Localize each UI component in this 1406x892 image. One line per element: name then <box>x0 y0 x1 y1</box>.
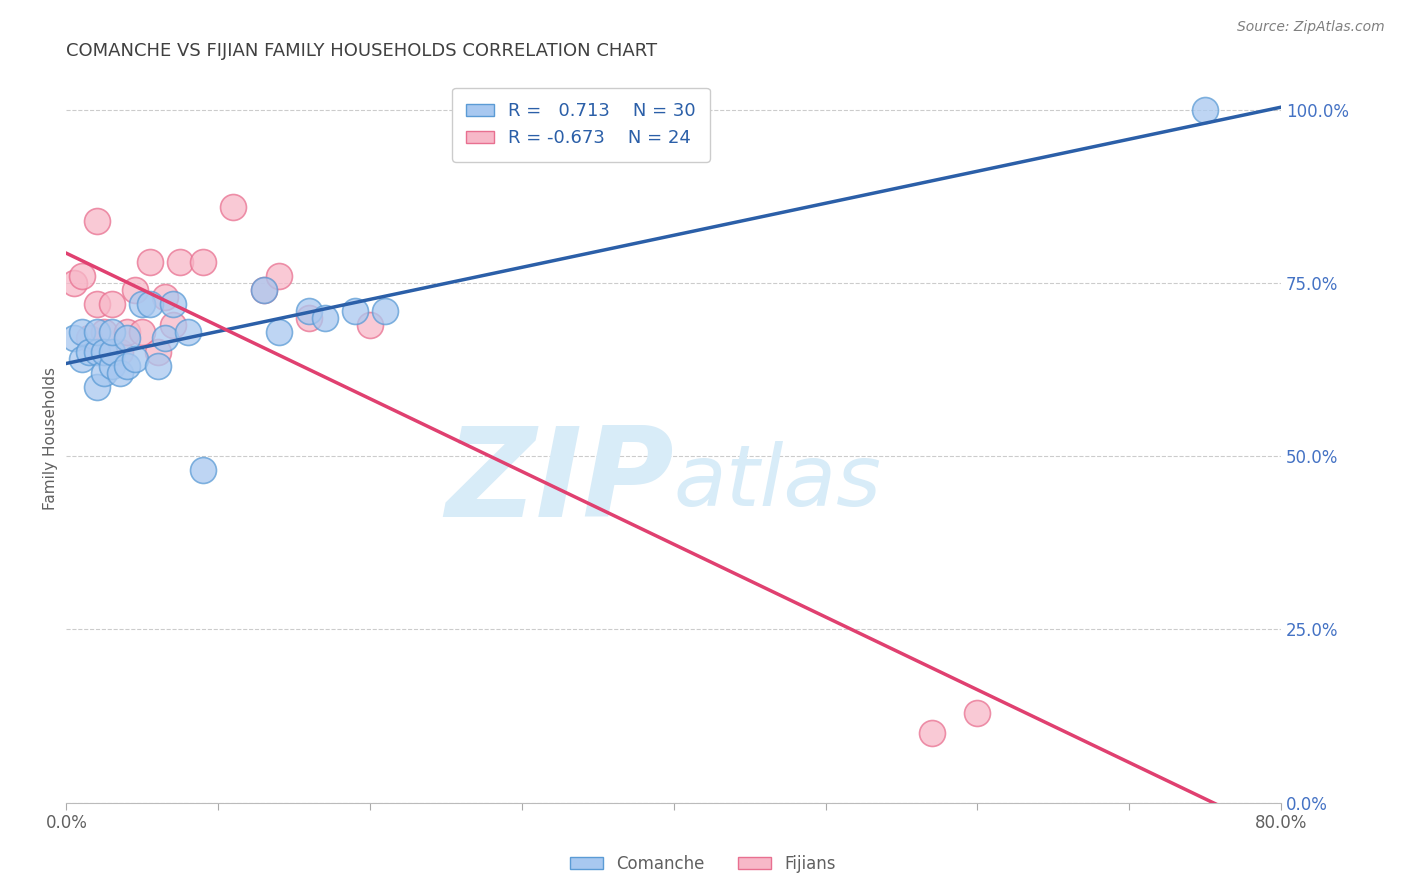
Legend: R =   0.713    N = 30, R = -0.673    N = 24: R = 0.713 N = 30, R = -0.673 N = 24 <box>451 88 710 161</box>
Text: atlas: atlas <box>673 441 882 524</box>
Point <box>139 255 162 269</box>
Point <box>153 290 176 304</box>
Point <box>101 359 124 373</box>
Point <box>298 310 321 325</box>
Y-axis label: Family Households: Family Households <box>44 368 58 510</box>
Point <box>169 255 191 269</box>
Point <box>108 366 131 380</box>
Legend: Comanche, Fijians: Comanche, Fijians <box>562 848 844 880</box>
Point <box>191 463 214 477</box>
Point <box>86 345 108 359</box>
Point <box>115 325 138 339</box>
Point <box>267 325 290 339</box>
Point <box>115 359 138 373</box>
Point <box>108 345 131 359</box>
Point <box>101 345 124 359</box>
Point <box>70 325 93 339</box>
Point <box>115 331 138 345</box>
Point <box>86 213 108 227</box>
Point <box>162 318 184 332</box>
Point <box>93 325 115 339</box>
Point <box>359 318 381 332</box>
Point <box>70 352 93 367</box>
Point <box>1194 103 1216 117</box>
Point <box>86 380 108 394</box>
Point <box>253 283 276 297</box>
Point <box>314 310 336 325</box>
Point <box>70 269 93 284</box>
Point <box>921 726 943 740</box>
Point <box>222 200 245 214</box>
Point <box>191 255 214 269</box>
Point <box>267 269 290 284</box>
Point <box>63 276 86 290</box>
Point <box>146 345 169 359</box>
Point <box>343 303 366 318</box>
Point <box>63 331 86 345</box>
Point <box>131 325 153 339</box>
Point <box>298 303 321 318</box>
Point <box>139 297 162 311</box>
Point <box>177 325 200 339</box>
Point <box>146 359 169 373</box>
Point <box>101 297 124 311</box>
Text: Source: ZipAtlas.com: Source: ZipAtlas.com <box>1237 20 1385 34</box>
Point <box>153 331 176 345</box>
Point <box>966 706 988 720</box>
Point <box>93 366 115 380</box>
Point <box>124 283 146 297</box>
Point <box>77 345 100 359</box>
Point <box>162 297 184 311</box>
Point <box>101 325 124 339</box>
Text: ZIP: ZIP <box>444 422 673 543</box>
Point <box>86 297 108 311</box>
Point <box>374 303 396 318</box>
Point <box>93 345 115 359</box>
Text: COMANCHE VS FIJIAN FAMILY HOUSEHOLDS CORRELATION CHART: COMANCHE VS FIJIAN FAMILY HOUSEHOLDS COR… <box>66 42 658 60</box>
Point <box>131 297 153 311</box>
Point <box>86 325 108 339</box>
Point <box>124 352 146 367</box>
Point <box>253 283 276 297</box>
Point <box>77 331 100 345</box>
